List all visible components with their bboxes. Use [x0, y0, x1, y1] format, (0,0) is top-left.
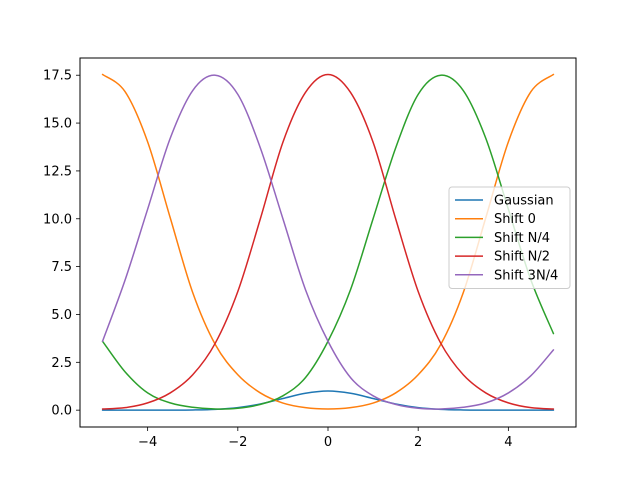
x-tick-label: −2 [228, 435, 247, 450]
legend-label-2: Shift N/4 [494, 231, 550, 246]
series-line-3 [101, 73, 555, 410]
y-tick-label: 7.5 [51, 260, 72, 275]
y-tick-label: 0.0 [51, 404, 72, 419]
series-line-2 [101, 74, 555, 410]
y-tick-label: 5.0 [51, 308, 72, 323]
legend-label-0: Gaussian [494, 194, 554, 209]
legend-box [448, 186, 571, 289]
series-line-4 [101, 74, 555, 410]
x-tick-label: 4 [504, 435, 512, 450]
y-tick-label: 15.0 [43, 117, 72, 132]
series-line-0 [101, 390, 555, 411]
series-layer [101, 73, 555, 411]
y-tick-label: 17.5 [43, 69, 72, 84]
legend: Gaussian Shift 0 Shift N/4 Shift N/2 Shift 3… [448, 186, 571, 289]
x-tick-label: −4 [138, 435, 157, 450]
y-axis: 0.0 2.5 5.0 7.5 10.0 12.5 15.0 17.5 [43, 69, 80, 419]
x-axis: −4 −2 0 2 4 [138, 427, 513, 450]
x-tick-label: 2 [414, 435, 422, 450]
legend-label-1: Shift 0 [494, 212, 536, 227]
y-tick-label: 2.5 [51, 356, 72, 371]
legend-label-4: Shift 3N/4 [494, 268, 558, 283]
legend-label-3: Shift N/2 [494, 250, 550, 265]
y-tick-label: 12.5 [43, 164, 72, 179]
y-tick-label: 10.0 [43, 212, 72, 227]
x-tick-label: 0 [324, 435, 332, 450]
